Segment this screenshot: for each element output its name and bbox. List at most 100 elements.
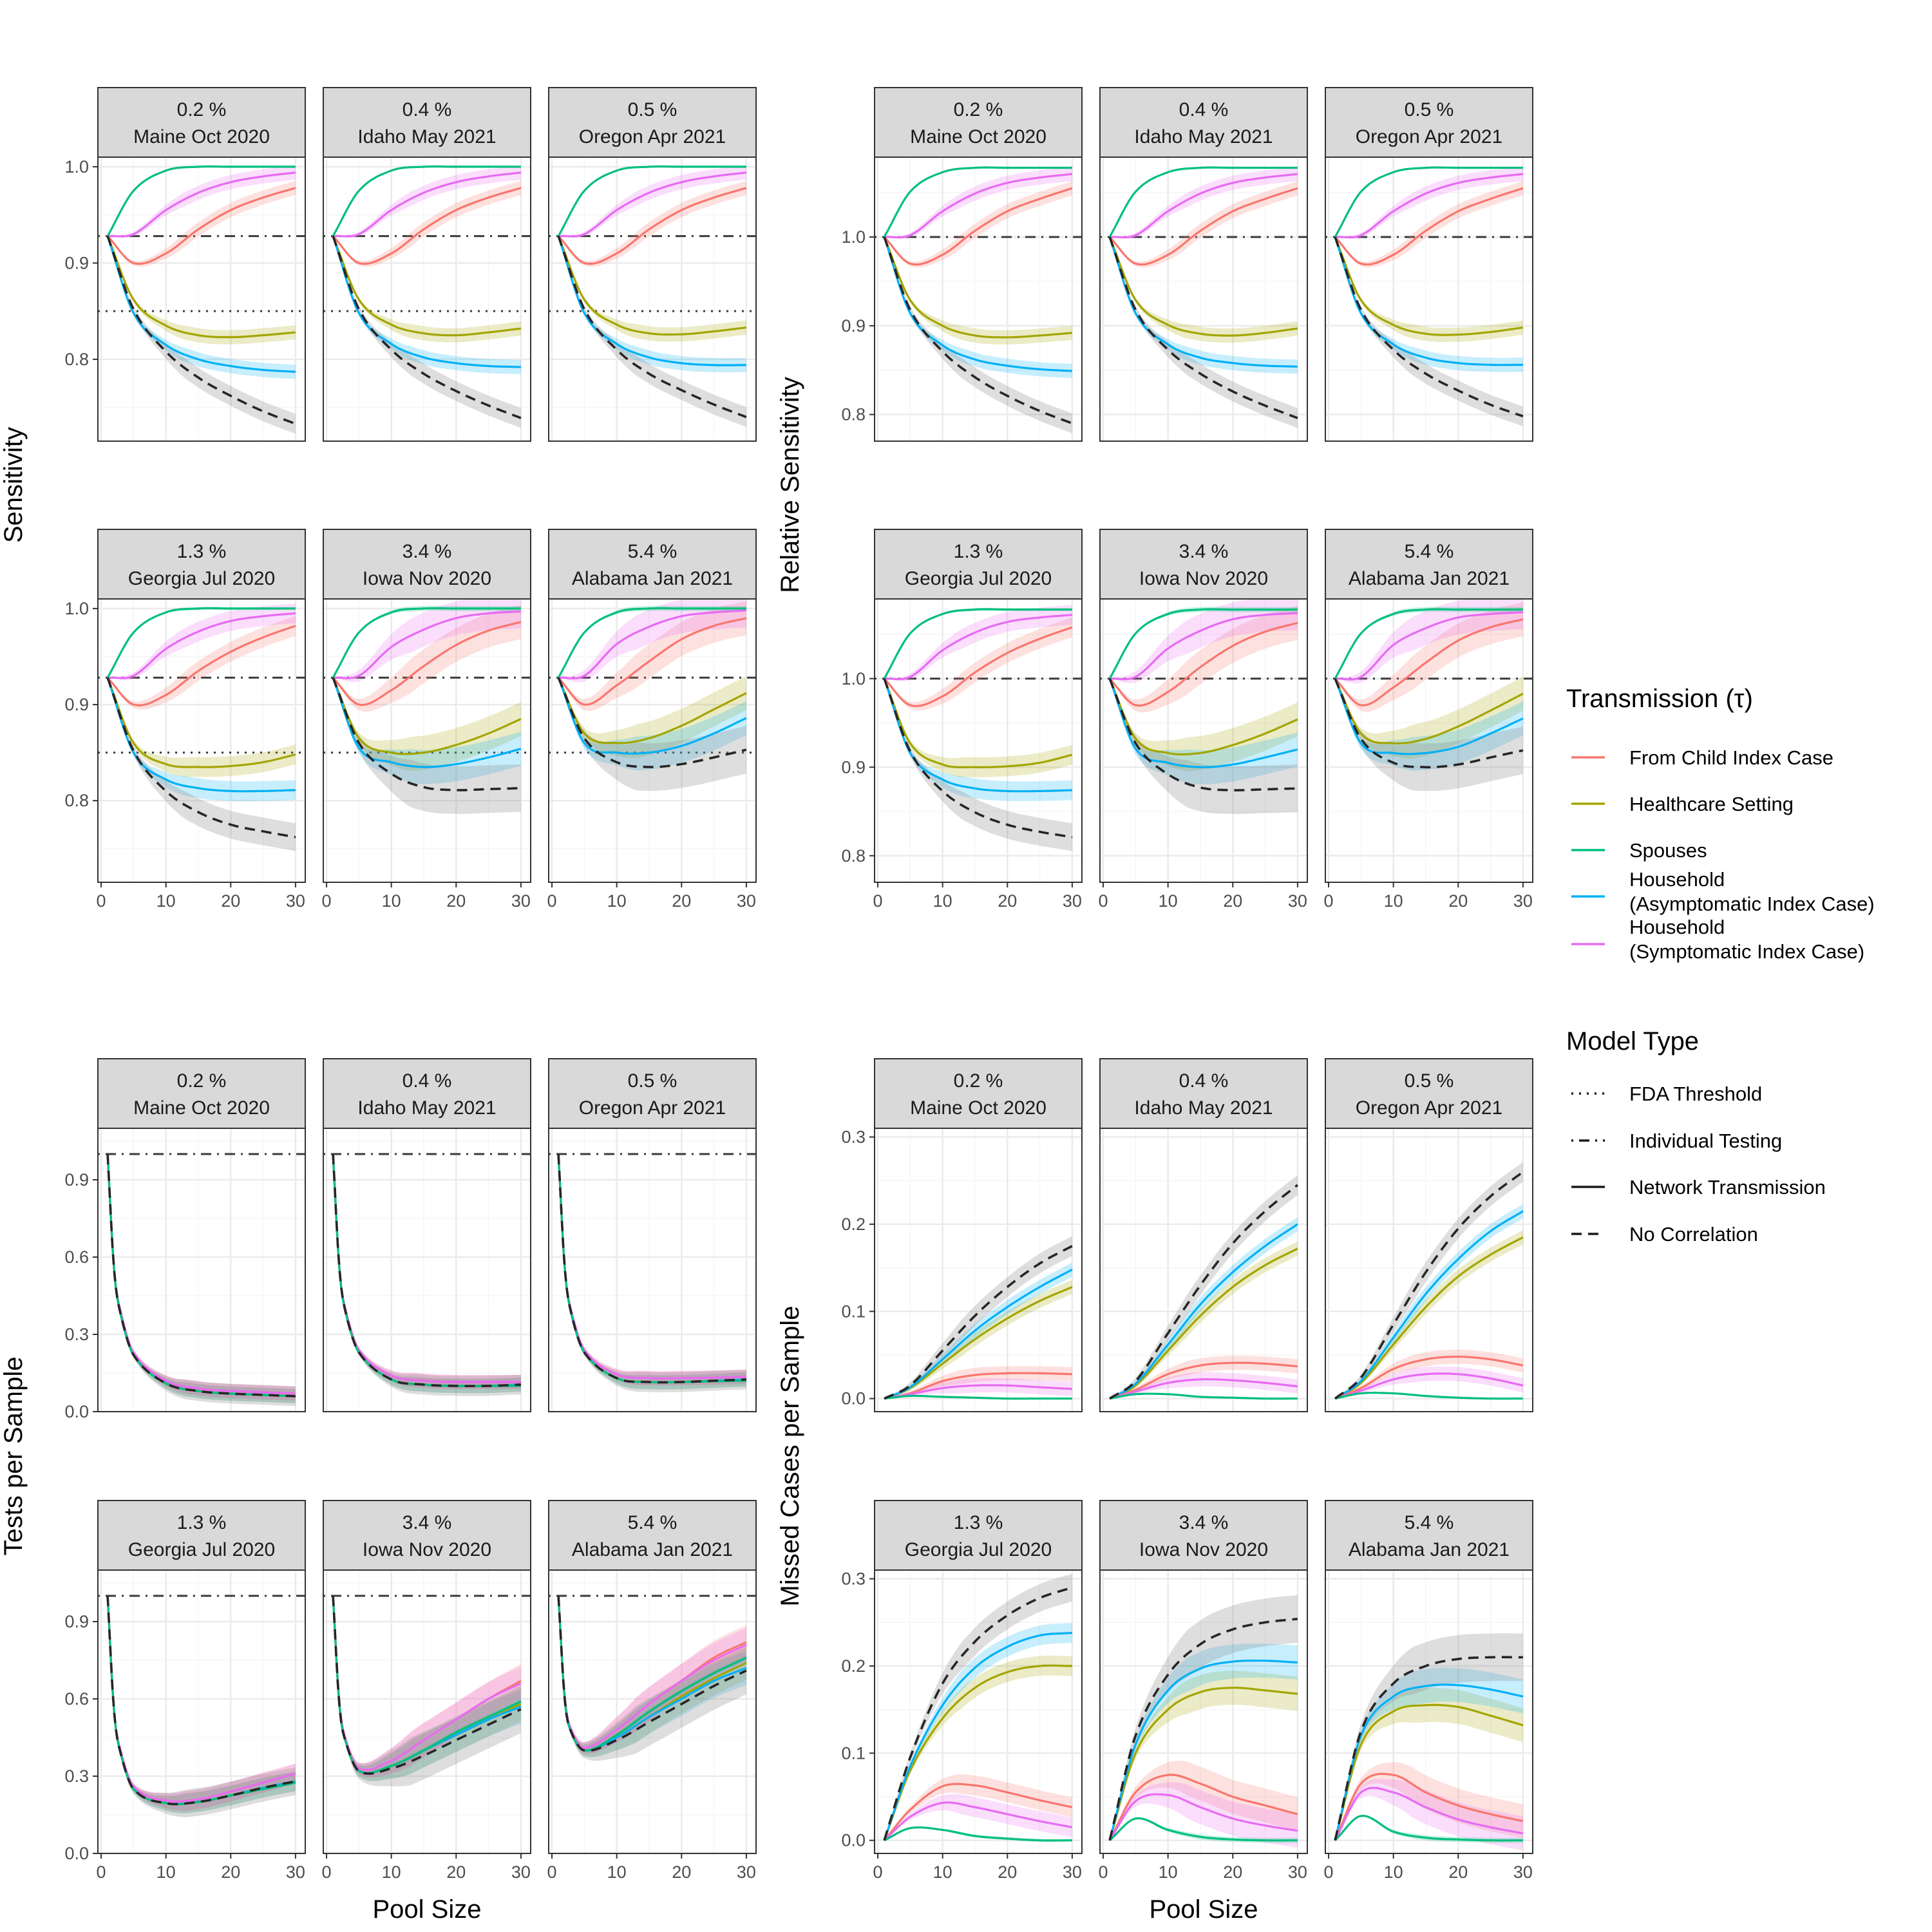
strip-location: Alabama Jan 2021 <box>1349 568 1510 589</box>
x-tick-label: 0 <box>547 891 557 911</box>
band-sym <box>108 603 296 681</box>
band-healthcare <box>884 678 1072 777</box>
x-tick-label: 10 <box>933 1862 952 1882</box>
strip-location: Iowa Nov 2020 <box>1139 568 1268 589</box>
facet-panel: 3.4 % Iowa Nov 2020 0 10 20 30 <box>322 529 531 911</box>
band-child <box>884 1366 1072 1399</box>
y-axis-title: Relative Sensitivity <box>776 377 804 593</box>
strip-location: Georgia Jul 2020 <box>128 1539 276 1560</box>
facet-panel: 0.2 % Maine Oct 2020 0.8 0.9 1.0 <box>841 87 1083 442</box>
y-tick-label: 0.9 <box>64 1612 89 1631</box>
series-lines <box>883 608 1073 838</box>
panel-background <box>1325 1128 1533 1412</box>
series-lines <box>106 607 296 838</box>
facet-strip <box>97 1058 306 1129</box>
band-healthcare <box>108 1596 296 1814</box>
band-nocorr <box>884 237 1072 433</box>
line-child <box>1108 187 1298 266</box>
panel-border <box>97 1128 306 1412</box>
strip-prevalence: 5.4 % <box>628 1512 677 1533</box>
facet-strip <box>97 1500 306 1571</box>
series-lines <box>1334 608 1524 769</box>
x-tick-label: 30 <box>1288 1862 1307 1882</box>
line-nocorr <box>332 677 521 791</box>
band-sym <box>884 1378 1072 1399</box>
x-tick-label: 30 <box>1063 891 1082 911</box>
facet-panel: 5.4 % Alabama Jan 2021 0 10 20 30 <box>1324 529 1533 911</box>
band-nocorr <box>1110 1175 1298 1399</box>
series-lines <box>557 165 747 419</box>
band-child <box>884 617 1072 710</box>
line-child <box>1108 1774 1298 1841</box>
strip-prevalence: 0.5 % <box>1405 1070 1454 1092</box>
band-asym <box>558 236 746 373</box>
strip-location: Georgia Jul 2020 <box>128 568 276 589</box>
line-sym <box>333 610 521 679</box>
x-tick-label: 10 <box>382 1862 401 1882</box>
series-lines <box>332 165 522 419</box>
strip-prevalence: 3.4 % <box>402 541 452 562</box>
x-tick-label: 20 <box>998 891 1017 911</box>
y-tick-label: 0.6 <box>64 1247 89 1267</box>
x-tick-label: 20 <box>1448 891 1468 911</box>
line-sym <box>557 1153 746 1380</box>
line-spouses <box>557 1595 747 1752</box>
band-asym <box>333 677 521 784</box>
panel-background <box>98 1128 305 1412</box>
y-axis-title: Sensitivity <box>0 427 28 543</box>
line-nocorr <box>1108 1618 1298 1841</box>
strip-prevalence: 3.4 % <box>1179 1512 1229 1533</box>
facet-strip <box>323 529 531 600</box>
line-child <box>332 621 522 706</box>
line-nocorr <box>106 236 296 425</box>
band-asym <box>884 678 1072 802</box>
facet-panel: 1.3 % Georgia Jul 2020 0.8 0.9 1.0 0 10 20 30 <box>64 529 306 911</box>
facet-strip <box>1325 529 1533 600</box>
line-nocorr <box>1334 1656 1523 1841</box>
line-child <box>883 626 1073 707</box>
panel-border <box>323 598 531 883</box>
y-tick-label: 1.0 <box>64 157 89 176</box>
line-healthcare <box>1108 236 1298 337</box>
series-lines <box>1108 1618 1298 1842</box>
band-child <box>1110 605 1298 713</box>
line-spouses <box>884 1394 1072 1400</box>
strip-location: Alabama Jan 2021 <box>572 1539 733 1560</box>
band-asym <box>1335 1667 1523 1841</box>
line-asym <box>1108 678 1298 768</box>
strip-prevalence: 1.3 % <box>177 541 227 562</box>
strip-location: Oregon Apr 2021 <box>579 126 726 147</box>
strip-prevalence: 1.3 % <box>954 541 1003 562</box>
line-spouses <box>1108 166 1298 238</box>
line-child <box>332 187 522 265</box>
panel-border <box>1099 598 1308 883</box>
panel-border <box>874 1569 1083 1854</box>
strip-prevalence: 5.4 % <box>1405 541 1454 562</box>
line-sym <box>106 1595 296 1803</box>
band-nocorr <box>884 1573 1072 1841</box>
series-lines <box>1334 1171 1524 1400</box>
band-healthcare <box>558 676 746 759</box>
y-tick-label: 1.0 <box>64 599 89 618</box>
line-healthcare <box>1334 236 1524 336</box>
line-sym <box>884 1384 1072 1400</box>
facet-strip <box>323 1058 531 1129</box>
y-axis-title: Tests per Sample <box>0 1356 28 1555</box>
line-spouses <box>1334 166 1523 238</box>
line-asym <box>332 236 521 368</box>
line-healthcare <box>1108 1687 1298 1841</box>
band-child <box>1110 1356 1298 1399</box>
legend-label: (Asymptomatic Index Case) <box>1629 893 1875 915</box>
facet-strip <box>323 87 531 158</box>
strip-location: Georgia Jul 2020 <box>905 568 1052 589</box>
strip-location: Idaho May 2021 <box>1134 1097 1273 1119</box>
series-lines <box>106 1595 296 1806</box>
line-asym <box>332 677 522 768</box>
legend-label: Individual Testing <box>1629 1130 1782 1152</box>
facet-strip <box>1325 1058 1533 1129</box>
line-asym <box>884 1268 1073 1400</box>
uncertainty-bands <box>1335 599 1523 791</box>
panel-border <box>1325 1128 1533 1412</box>
line-healthcare <box>106 236 296 339</box>
line-healthcare <box>883 1664 1072 1841</box>
